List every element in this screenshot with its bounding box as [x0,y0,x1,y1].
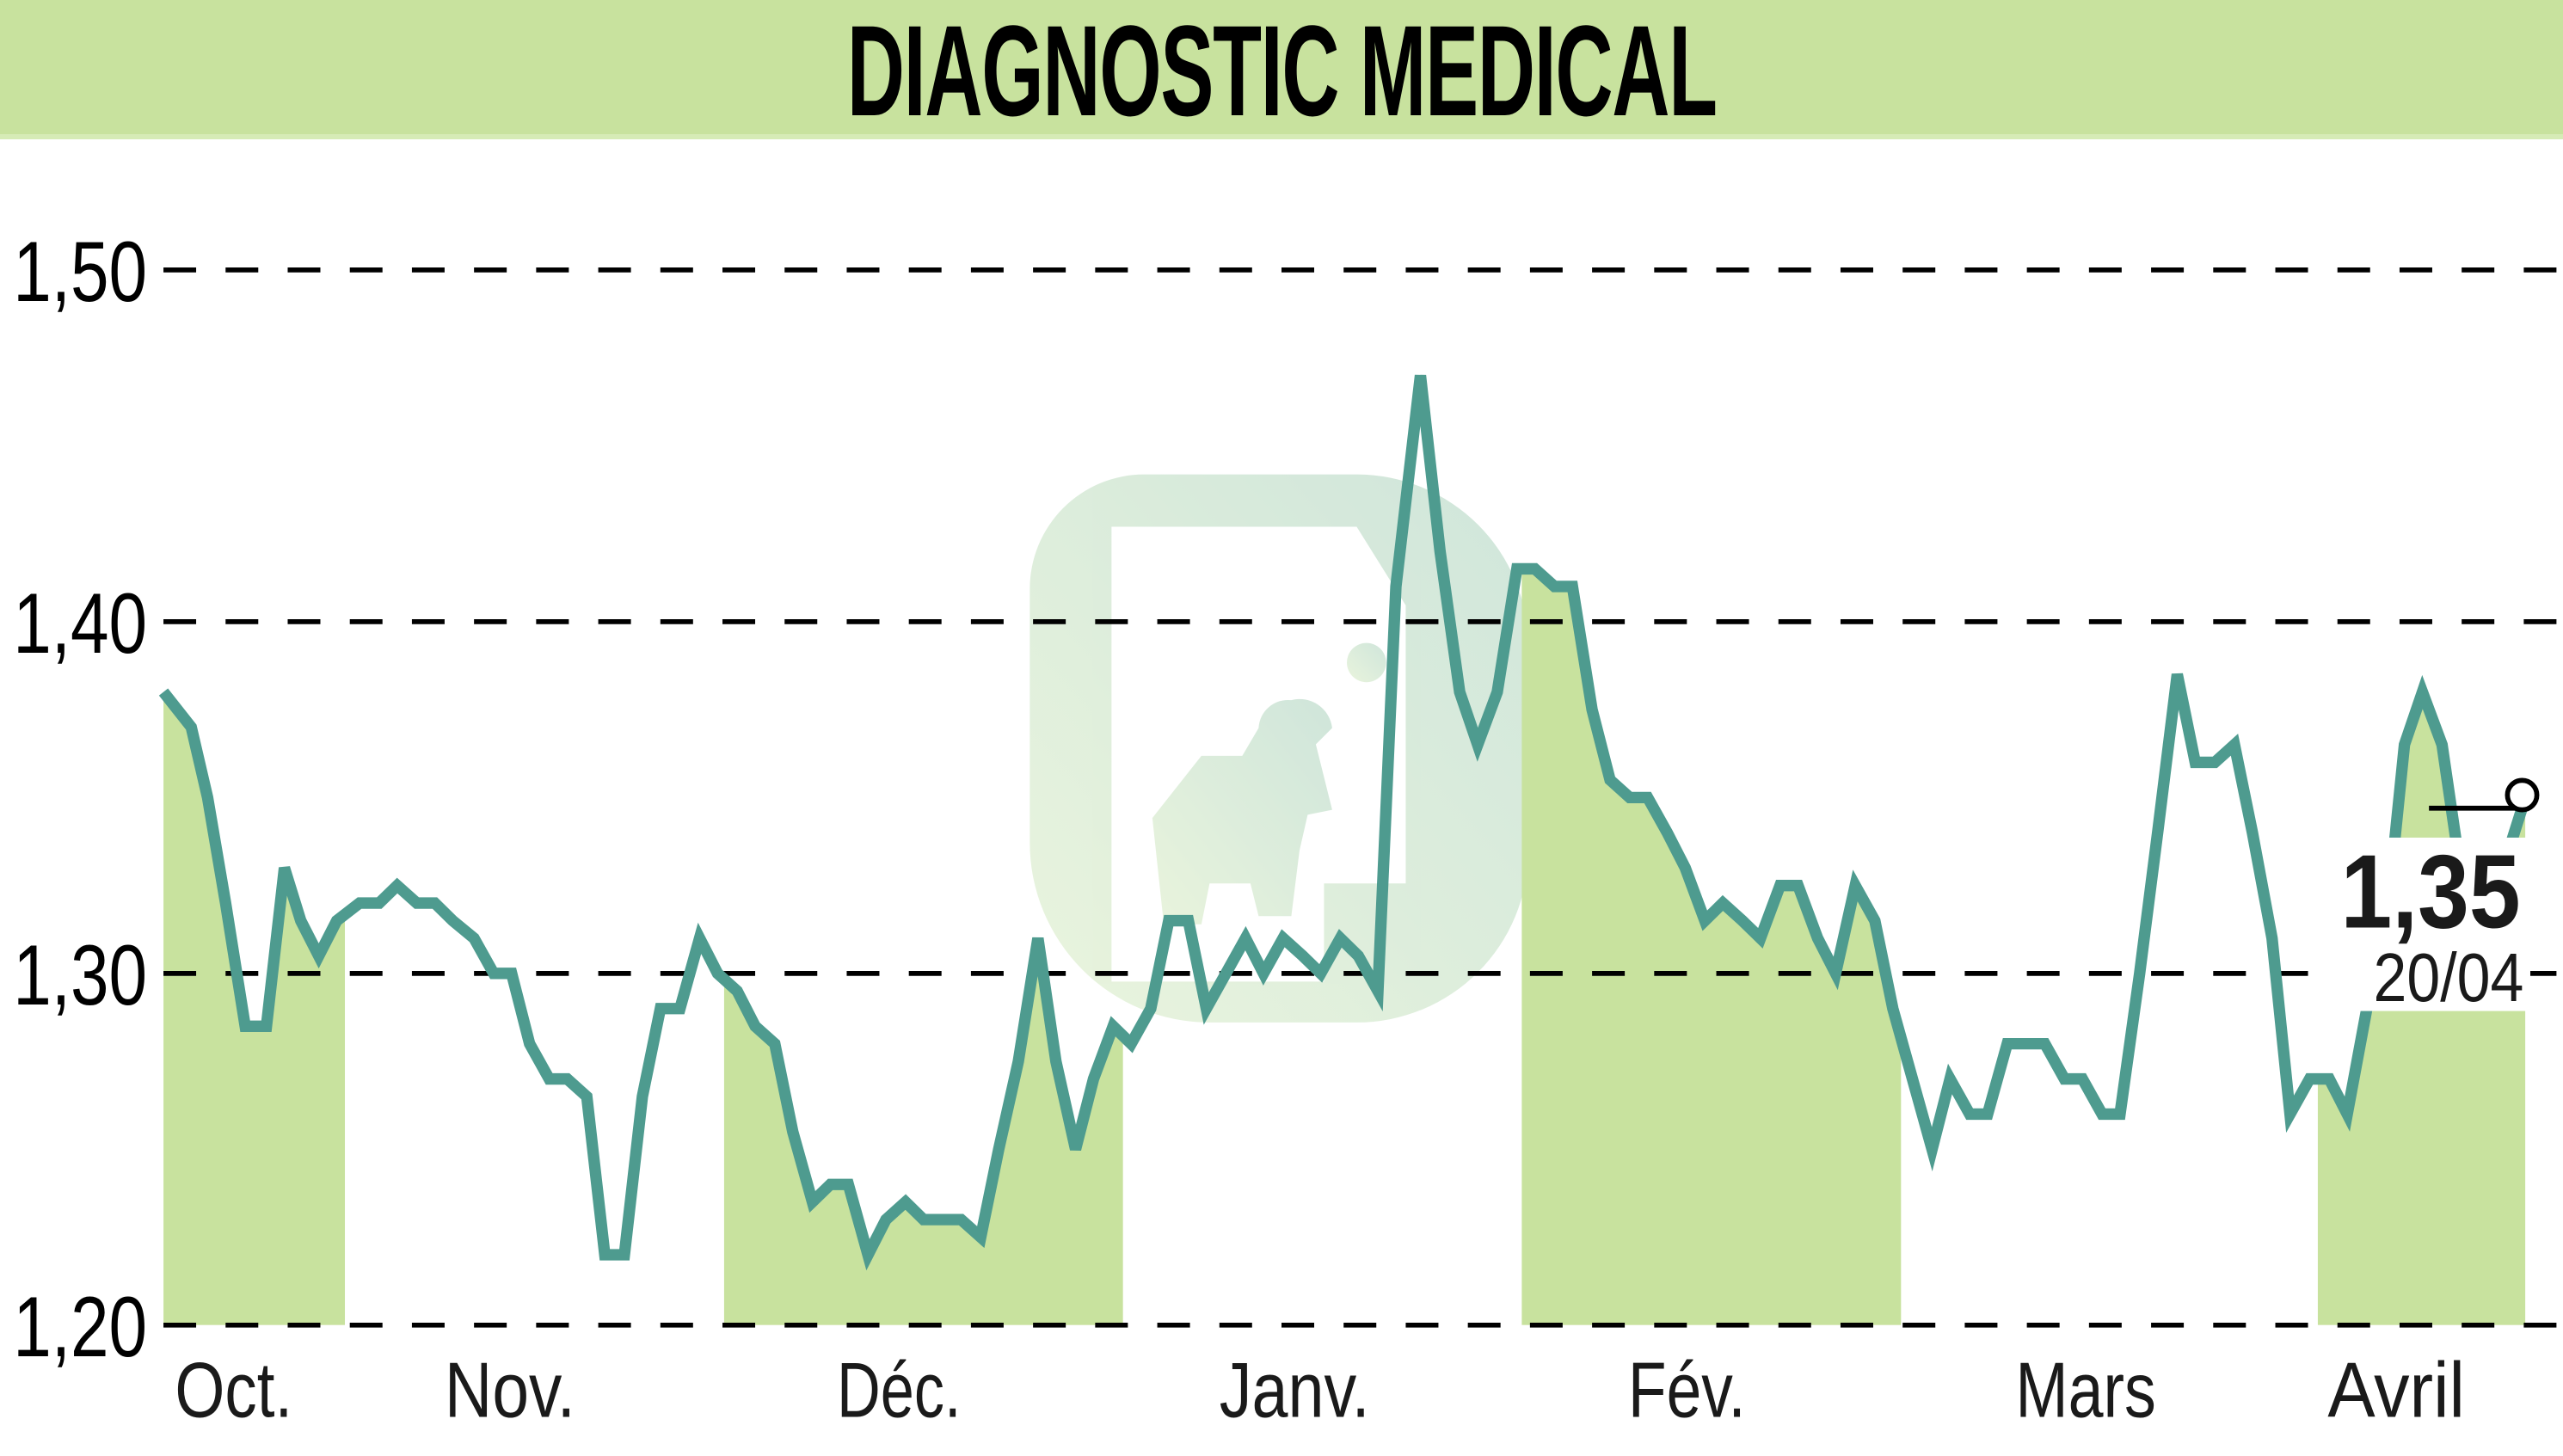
last-value-label: 1,35 [2341,833,2521,950]
chart-header: DIAGNOSTIC MEDICAL [0,0,2563,139]
y-tick-140: 1,40 [13,575,147,671]
x-tick-janv: Janv. [1220,1346,1370,1434]
x-tick-avril: Avril [2327,1346,2465,1434]
last-value-backdrop [2324,837,2530,1011]
x-tick-mars: Mars [2015,1346,2155,1434]
y-axis: 1,50 1,40 1,30 1,20 [13,224,147,1374]
chart-title: DIAGNOSTIC MEDICAL [846,0,1717,143]
y-tick-130: 1,30 [13,927,147,1023]
band-fev [1521,375,1902,1325]
band-avril [2317,375,2526,1325]
last-date-label: 20/04 [2374,939,2524,1016]
watermark-logo-icon [1030,474,1528,1023]
price-line [158,374,2531,1271]
x-axis: Oct. Nov. Déc. Janv. Fév. Mars Avril [175,1346,2465,1434]
x-tick-dec: Déc. [837,1346,961,1434]
x-tick-fev: Fév. [1628,1346,1746,1434]
x-tick-nov: Nov. [445,1346,575,1434]
x-tick-oct: Oct. [175,1346,292,1434]
y-tick-120: 1,20 [13,1279,147,1374]
y-tick-150: 1,50 [13,224,147,319]
band-oct [163,375,346,1325]
last-value-marker-icon [2505,777,2540,813]
